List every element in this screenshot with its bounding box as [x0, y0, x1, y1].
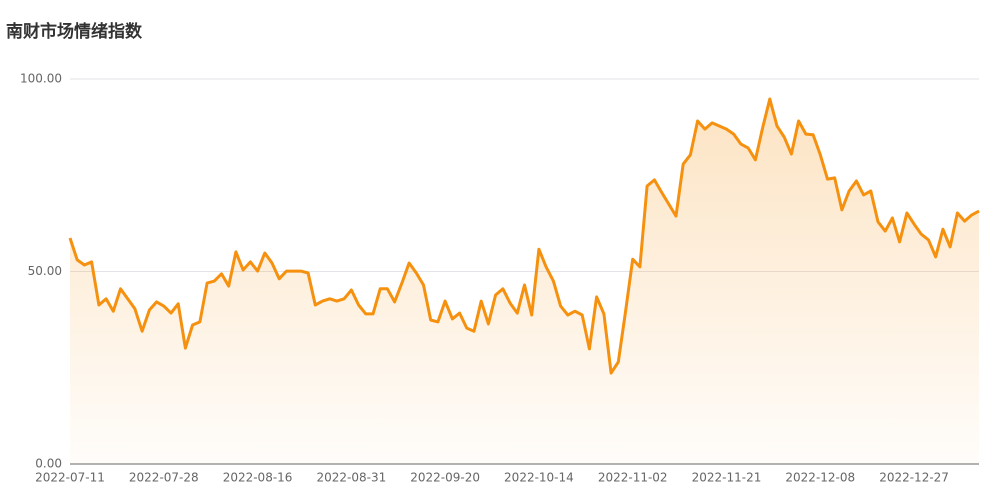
x-tick-label: 2022-09-20: [410, 471, 480, 485]
y-tick-label: 0.00: [35, 457, 62, 471]
x-tick-label: 2022-12-27: [879, 471, 949, 485]
x-tick-label: 2022-11-02: [598, 471, 668, 485]
chart-title: 南财市场情绪指数: [6, 21, 143, 42]
x-tick-label: 2022-08-16: [223, 471, 293, 485]
x-tick-label: 2022-12-08: [785, 471, 855, 485]
y-tick-label: 100.00: [20, 72, 62, 86]
line: [68, 97, 980, 375]
x-tick-label: 2022-10-14: [504, 471, 574, 485]
x-tick-label: 2022-08-31: [316, 471, 386, 485]
x-tick-label: 2022-11-21: [692, 471, 762, 485]
area: [70, 99, 979, 464]
x-tick-label: 2022-07-11: [35, 471, 105, 485]
y-tick-label: 50.00: [28, 264, 62, 278]
x-tick-label: 2022-07-28: [129, 471, 199, 485]
